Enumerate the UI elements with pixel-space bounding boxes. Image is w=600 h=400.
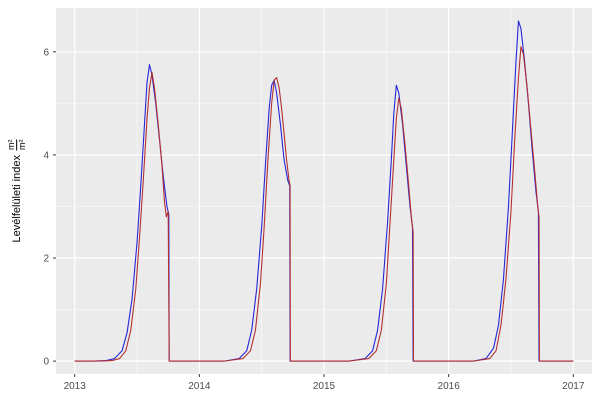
y-axis-title: Levélfelületi index m² m² [6,139,28,243]
x-tick-label: 2016 [438,381,461,392]
unit-denominator: m² [16,139,28,151]
x-tick-label: 2017 [562,381,585,392]
x-tick-label: 2015 [313,381,336,392]
red-series-line [74,46,574,362]
y-tick-label: 4 [43,150,49,161]
y-axis-unit-fraction: m² m² [6,139,28,151]
x-tick-label: 2014 [188,381,211,392]
unit-numerator: m² [6,139,17,151]
y-tick-label: 6 [43,47,49,58]
y-tick-label: 0 [43,357,49,368]
y-axis-title-text: Levélfelületi index [11,155,23,243]
y-tick-label: 2 [43,254,49,265]
x-tick-label: 2013 [64,381,87,392]
